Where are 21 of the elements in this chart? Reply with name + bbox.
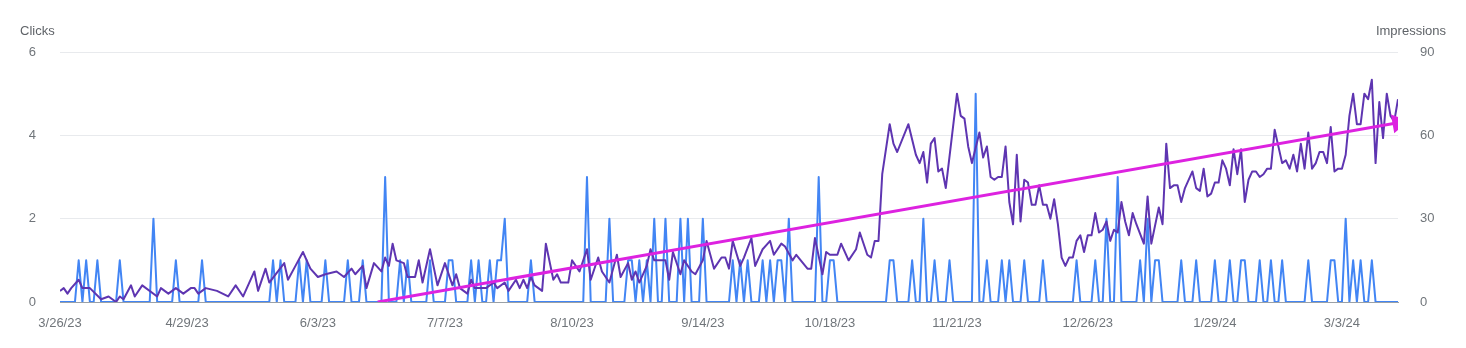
y-tick-label: 2 xyxy=(28,210,36,226)
y-tick-label: 6 xyxy=(28,43,36,59)
x-tick-label: 3/3/24 xyxy=(1323,315,1361,331)
y2-tick-label: 60 xyxy=(1420,126,1435,142)
x-tick-label: 12/26/23 xyxy=(1062,315,1114,331)
y2-axis-title: Impressions xyxy=(1375,23,1447,38)
y2-tick-label: 90 xyxy=(1420,43,1435,59)
y-tick-label: 0 xyxy=(28,293,36,309)
x-tick-label: 8/10/23 xyxy=(550,315,594,331)
x-tick-label: 3/26/23 xyxy=(38,315,82,331)
x-tick-label: 9/14/23 xyxy=(681,315,725,331)
x-tick-label: 6/3/23 xyxy=(299,315,336,331)
y-axis-title: Clicks xyxy=(20,23,56,38)
y2-tick-label: 0 xyxy=(1420,293,1428,309)
x-tick-label: 7/7/23 xyxy=(426,315,464,331)
x-tick-label: 1/29/24 xyxy=(1193,315,1237,331)
y-tick-label: 4 xyxy=(28,126,36,142)
x-tick-label: 11/21/23 xyxy=(932,315,982,331)
x-tick-label: 4/29/23 xyxy=(165,315,209,331)
y2-tick-label: 30 xyxy=(1420,210,1435,226)
x-tick-label: 10/18/23 xyxy=(804,315,856,331)
